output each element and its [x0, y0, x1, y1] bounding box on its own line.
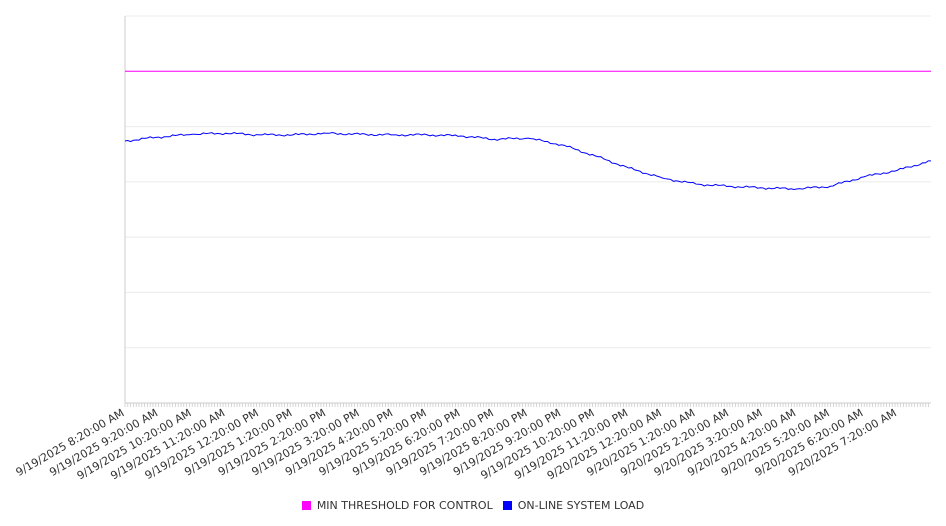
legend-label-load: ON-LINE SYSTEM LOAD	[518, 499, 644, 512]
legend-swatch-load	[503, 501, 512, 510]
legend-item-threshold[interactable]: MIN THRESHOLD FOR CONTROL	[302, 499, 493, 512]
line-chart: 9/19/2025 8:20:00 AM9/19/2025 9:20:00 AM…	[0, 0, 946, 526]
legend-label-threshold: MIN THRESHOLD FOR CONTROL	[317, 499, 493, 512]
series-lines	[125, 71, 931, 189]
legend-item-load[interactable]: ON-LINE SYSTEM LOAD	[503, 499, 644, 512]
series-line-load	[125, 133, 931, 190]
x-tick-labels: 9/19/2025 8:20:00 AM9/19/2025 9:20:00 AM…	[14, 406, 899, 482]
legend-swatch-threshold	[302, 501, 311, 510]
legend: MIN THRESHOLD FOR CONTROL ON-LINE SYSTEM…	[0, 499, 946, 512]
axes	[125, 16, 931, 407]
gridlines	[125, 16, 931, 403]
